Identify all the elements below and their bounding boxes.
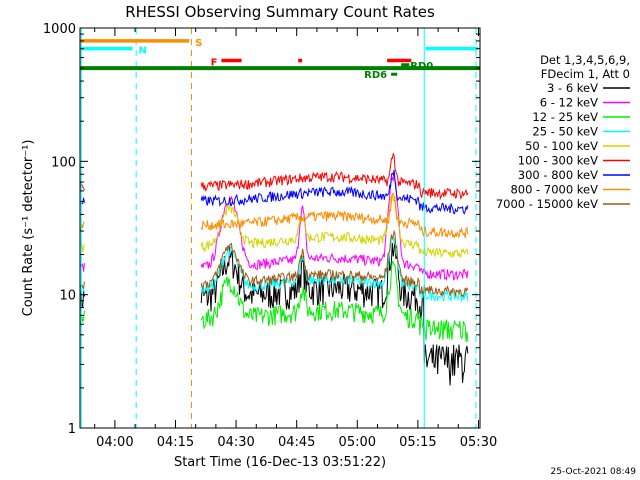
x-tick-label-3: 04:45: [278, 435, 315, 450]
x-tick-label-1: 04:15: [157, 435, 194, 450]
y-tick-label-1: 10: [59, 289, 76, 304]
x-tick-label-2: 04:30: [217, 435, 254, 450]
marker-layer: [80, 28, 477, 428]
legend-label-5: 100 - 300 keV: [518, 154, 598, 168]
annotation-label-1: N: [139, 46, 147, 57]
y-tick-label-0: 1: [68, 422, 76, 437]
legend-label-2: 12 - 25 keV: [532, 110, 598, 124]
legend-label-1: 6 - 12 keV: [540, 96, 598, 110]
annotation-label-7: RD6: [364, 70, 387, 81]
x-tick-label-6: 05:30: [460, 435, 497, 450]
legend: Det 1,3,4,5,6,9, FDecim 1, Att 0 3 - 6 k…: [496, 53, 630, 211]
y-axis-label: Count Rate (s⁻¹ detector⁻¹): [21, 140, 36, 317]
legend-header-line-1: Det 1,3,4,5,6,9,: [540, 53, 630, 67]
axis-layer: 04:00 04:15 04:30 04:45 05:00 05:15 05:30 1 10 10…: [43, 22, 497, 450]
y-tick-label-3: 1000: [43, 22, 76, 37]
legend-label-3: 25 - 50 keV: [532, 125, 598, 139]
x-tick-label-4: 05:00: [339, 435, 376, 450]
x-tick-label-5: 05:15: [399, 435, 436, 450]
legend-label-7: 800 - 7000 keV: [510, 183, 598, 197]
legend-label-0: 3 - 6 keV: [547, 81, 598, 95]
legend-header-line-2: FDecim 1, Att 0: [541, 67, 630, 81]
legend-label-8: 7000 - 15000 keV: [496, 197, 598, 211]
x-axis-label: Start Time (16-Dec-13 03:51:22): [174, 455, 386, 470]
chart-title: RHESSI Observing Summary Count Rates: [125, 3, 435, 21]
legend-label-4: 50 - 100 keV: [525, 139, 598, 153]
annotation-layer: S N F RD0 RD6: [80, 38, 480, 81]
x-tick-label-0: 04:00: [96, 435, 133, 450]
annotation-label-6: RD0: [410, 61, 433, 72]
legend-label-6: 300 - 800 keV: [518, 168, 598, 182]
timestamp-footer: 25-Oct-2021 08:49: [551, 467, 637, 477]
annotation-label-0: S: [195, 38, 202, 49]
annotation-label-3: F: [211, 58, 218, 69]
y-tick-label-2: 100: [51, 155, 76, 170]
plot-frame: [79, 27, 481, 429]
